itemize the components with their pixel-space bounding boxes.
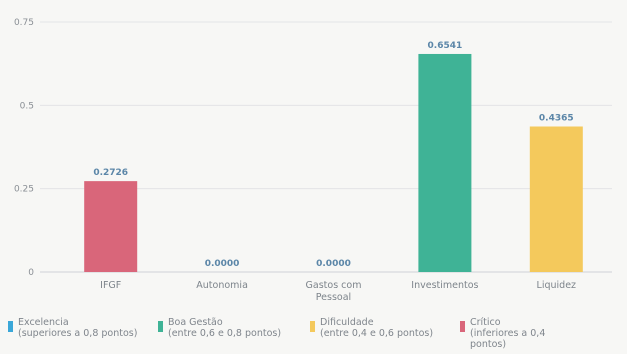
data-label: 0.2726 xyxy=(93,168,128,178)
legend-text-excelencia: Excelencia (superiores a 0,8 pontos) xyxy=(18,317,137,339)
legend-label: Excelencia xyxy=(18,317,69,328)
legend-item-dificuldade: Dificuldade (entre 0,4 e 0,6 pontos) xyxy=(310,317,433,339)
x-tick-label: IFGF xyxy=(100,280,121,291)
legend-range: (entre 0,6 e 0,8 pontos) xyxy=(168,328,282,339)
y-axis-ticks: 0 0.25 0.5 0.75 xyxy=(14,18,34,278)
legend-item-boa-gestao: Boa Gestão (entre 0,6 e 0,8 pontos) xyxy=(158,317,281,339)
legend-swatch-boa-gestao xyxy=(158,321,163,332)
legend: Excelencia (superiores a 0,8 pontos) Boa… xyxy=(8,317,620,353)
legend-range: (inferiores a 0,4 xyxy=(470,328,546,339)
legend-range-cont: pontos) xyxy=(470,339,507,350)
legend-item-excelencia: Excelencia (superiores a 0,8 pontos) xyxy=(8,317,137,339)
value-labels: 0.2726 0.0000 0.0000 0.6541 0.4365 xyxy=(93,41,573,269)
legend-range: (superiores a 0,8 pontos) xyxy=(18,328,138,339)
legend-swatch-dificuldade xyxy=(310,321,315,332)
legend-text-critico: Crítico (inferiores a 0,4 pontos) xyxy=(470,317,545,350)
legend-swatch-excelencia xyxy=(8,321,13,332)
data-label: 0.0000 xyxy=(316,259,351,269)
bar-chart: 0 0.25 0.5 0.75 0.2726 0.0000 0.0000 0.6541 0.4… xyxy=(14,18,612,303)
x-tick-label: Autonomia xyxy=(196,280,248,291)
y-tick-label: 0.5 xyxy=(20,101,34,111)
x-tick-label: Pessoal xyxy=(316,292,351,303)
y-tick-label: 0.75 xyxy=(14,18,34,28)
legend-swatch-critico xyxy=(460,321,465,332)
data-label: 0.6541 xyxy=(428,41,463,51)
x-tick-label: Investimentos xyxy=(411,280,478,291)
legend-range: (entre 0,4 e 0,6 pontos) xyxy=(320,328,434,339)
data-label: 0.4365 xyxy=(539,114,574,124)
legend-item-critico: Crítico (inferiores a 0,4 pontos) xyxy=(460,317,545,350)
bars xyxy=(84,53,583,272)
bar xyxy=(84,181,138,272)
x-tick-label: Gastos com xyxy=(306,280,362,291)
x-tick-label: Liquidez xyxy=(537,280,576,291)
legend-label: Crítico xyxy=(470,317,501,328)
y-tick-label: 0.25 xyxy=(14,185,34,195)
legend-label: Dificuldade xyxy=(320,317,374,328)
data-label: 0.0000 xyxy=(205,259,240,269)
bar xyxy=(529,126,583,272)
y-tick-label: 0 xyxy=(28,268,34,278)
legend-text-boa-gestao: Boa Gestão (entre 0,6 e 0,8 pontos) xyxy=(168,317,281,339)
bar xyxy=(418,53,472,272)
legend-text-dificuldade: Dificuldade (entre 0,4 e 0,6 pontos) xyxy=(320,317,433,339)
legend-label: Boa Gestão xyxy=(168,317,223,328)
